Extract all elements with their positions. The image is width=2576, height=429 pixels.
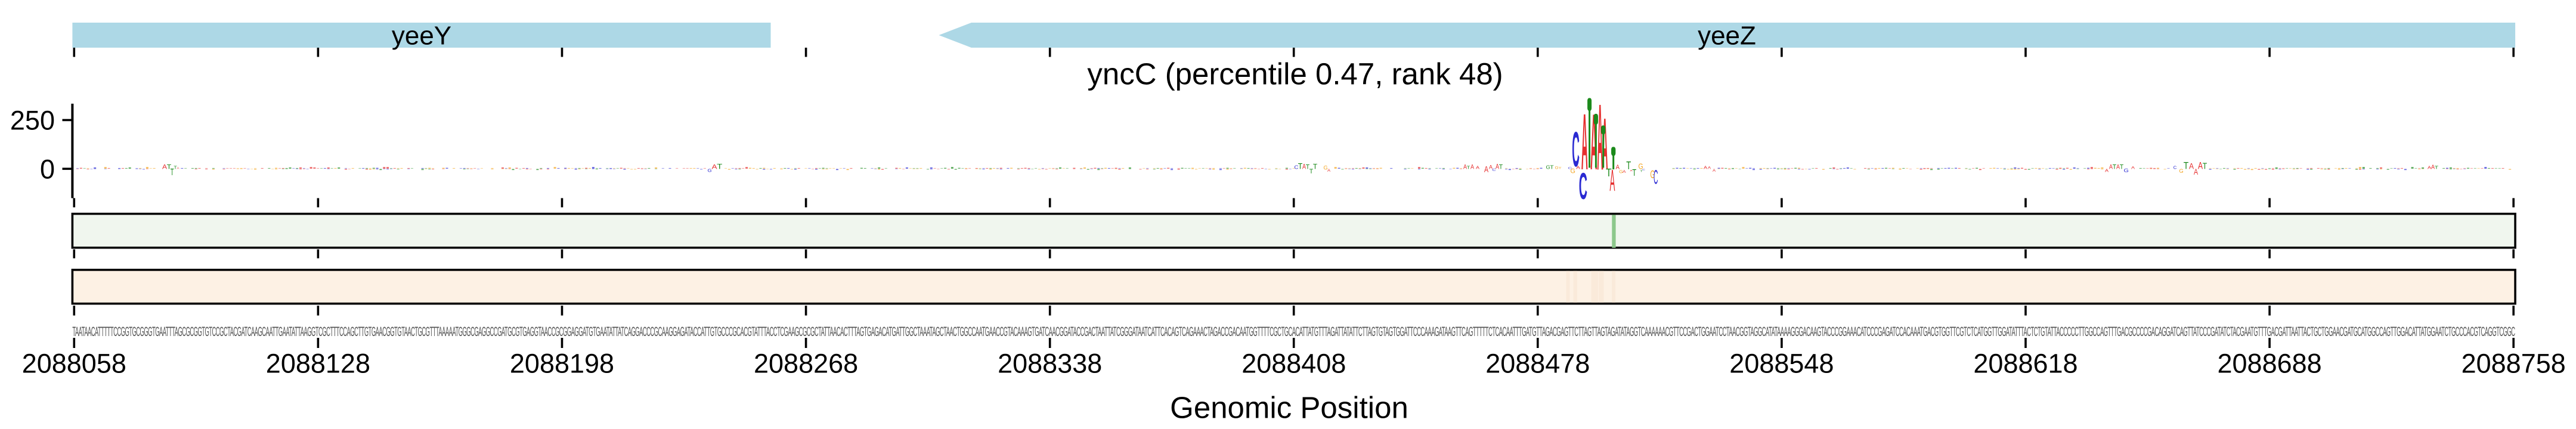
- svg-text:A: A: [1484, 165, 1489, 175]
- svg-text:2088618: 2088618: [1973, 349, 2077, 379]
- svg-text:C: C: [1654, 167, 1658, 188]
- svg-text:A: A: [2109, 164, 2113, 171]
- svg-text:yeeY: yeeY: [392, 21, 451, 51]
- svg-text:A: A: [1327, 167, 1330, 173]
- svg-text:T: T: [1309, 168, 1314, 175]
- svg-text:A: A: [1708, 166, 1711, 170]
- svg-text:G: G: [2123, 168, 2128, 173]
- svg-text:T: T: [717, 163, 722, 170]
- svg-text:A: A: [1463, 164, 1467, 171]
- svg-text:T: T: [2184, 161, 2189, 172]
- svg-text:2088408: 2088408: [1241, 349, 1346, 379]
- svg-text:G: G: [708, 167, 712, 173]
- svg-text:T: T: [1606, 167, 1612, 179]
- svg-text:yeeZ: yeeZ: [1698, 21, 1756, 51]
- svg-text:A: A: [162, 164, 168, 170]
- svg-text:TAATAACATTTTTCCGGTGCGGGTGAATTT: TAATAACATTTTTCCGGTGCGGGTGAATTTAGCGCGGTGT…: [72, 324, 2515, 339]
- svg-text:A: A: [1597, 85, 1603, 189]
- svg-text:2088198: 2088198: [510, 349, 614, 379]
- svg-text:T: T: [1306, 163, 1310, 170]
- svg-text:T: T: [1558, 167, 1562, 170]
- svg-text:A: A: [2116, 164, 2120, 171]
- svg-text:T: T: [2113, 163, 2117, 170]
- svg-text:T: T: [1640, 170, 1643, 173]
- svg-text:T: T: [1626, 160, 1631, 172]
- svg-text:T: T: [1550, 164, 1554, 170]
- svg-text:A: A: [2428, 164, 2431, 170]
- svg-text:250: 250: [10, 105, 55, 136]
- svg-text:C: C: [1642, 169, 1645, 171]
- svg-text:A: A: [1302, 163, 1306, 171]
- svg-text:A: A: [2194, 167, 2199, 177]
- svg-text:A: A: [1581, 98, 1588, 187]
- svg-text:G: G: [1546, 164, 1550, 170]
- svg-text:A: A: [2198, 161, 2203, 172]
- svg-text:T: T: [174, 165, 177, 170]
- svg-text:C: C: [1579, 165, 1587, 207]
- svg-text:T: T: [2435, 165, 2439, 170]
- svg-text:T: T: [2120, 163, 2124, 170]
- svg-text:A: A: [2189, 161, 2194, 171]
- svg-text:G: G: [2179, 167, 2184, 174]
- svg-text:C: C: [1295, 164, 1299, 170]
- svg-text:G: G: [1638, 161, 1643, 171]
- svg-text:A: A: [1476, 164, 1479, 170]
- svg-text:C: C: [2174, 164, 2177, 170]
- svg-text:A: A: [1470, 164, 1474, 171]
- svg-text:G: G: [1555, 166, 1559, 170]
- svg-text:A: A: [177, 167, 179, 170]
- svg-text:T: T: [1499, 163, 1503, 170]
- svg-text:C: C: [1568, 166, 1573, 170]
- svg-text:A: A: [2131, 166, 2135, 170]
- svg-text:2088478: 2088478: [1485, 349, 1590, 379]
- svg-text:T: T: [1467, 165, 1470, 170]
- svg-text:0: 0: [40, 154, 55, 184]
- svg-text:T: T: [1313, 163, 1318, 171]
- svg-text:A: A: [1623, 169, 1627, 174]
- svg-text:A: A: [1704, 164, 1707, 170]
- svg-text:2088548: 2088548: [1729, 349, 1834, 379]
- svg-text:2088058: 2088058: [22, 349, 126, 379]
- svg-text:A: A: [2105, 167, 2109, 173]
- svg-text:T: T: [2203, 161, 2207, 170]
- svg-text:T: T: [1632, 168, 1636, 178]
- svg-text:A: A: [1713, 167, 1716, 173]
- svg-text:G: G: [1570, 167, 1575, 175]
- svg-text:Genomic Position: Genomic Position: [1170, 391, 1408, 425]
- svg-text:G: G: [1651, 169, 1655, 181]
- svg-text:2088338: 2088338: [998, 349, 1102, 379]
- svg-text:A: A: [1602, 102, 1608, 185]
- svg-text:C: C: [1493, 169, 1496, 172]
- svg-text:A: A: [712, 163, 718, 170]
- svg-text:G: G: [1324, 164, 1328, 170]
- svg-text:T: T: [167, 163, 172, 170]
- svg-text:yncC (percentile 0.47, rank 48: yncC (percentile 0.47, rank 48): [1087, 57, 1503, 91]
- svg-text:A: A: [1489, 164, 1493, 170]
- svg-text:C: C: [1572, 121, 1580, 177]
- svg-text:2088758: 2088758: [2462, 349, 2566, 379]
- svg-text:2088128: 2088128: [266, 349, 370, 379]
- svg-text:A: A: [1630, 170, 1633, 172]
- svg-text:A: A: [1590, 98, 1597, 187]
- svg-text:A: A: [1496, 163, 1500, 171]
- svg-text:2088688: 2088688: [2217, 349, 2321, 379]
- svg-text:A: A: [1576, 165, 1580, 170]
- svg-text:2088268: 2088268: [754, 349, 858, 379]
- svg-text:T: T: [1298, 161, 1303, 171]
- svg-text:G: G: [1619, 169, 1623, 174]
- svg-text:T: T: [171, 167, 174, 178]
- svg-text:A: A: [1610, 163, 1615, 197]
- svg-text:A: A: [2431, 164, 2435, 170]
- svg-text:A: A: [1616, 164, 1620, 172]
